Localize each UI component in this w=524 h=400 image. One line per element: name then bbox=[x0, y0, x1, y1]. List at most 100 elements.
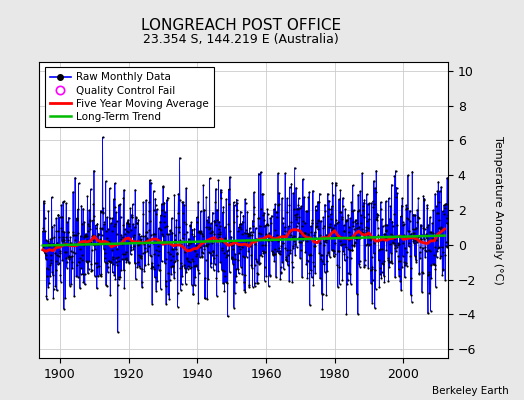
Point bbox=[110, 272, 118, 278]
Point bbox=[229, 246, 237, 252]
Point bbox=[168, 230, 177, 236]
Y-axis label: Temperature Anomaly (°C): Temperature Anomaly (°C) bbox=[493, 136, 503, 284]
Point bbox=[375, 284, 384, 290]
Point bbox=[300, 230, 309, 236]
Point bbox=[161, 224, 169, 230]
Point bbox=[45, 243, 53, 249]
Point bbox=[399, 240, 407, 246]
Point bbox=[329, 225, 337, 232]
Point bbox=[410, 229, 419, 236]
Point bbox=[279, 240, 287, 246]
Point bbox=[120, 187, 128, 193]
Point bbox=[109, 260, 117, 267]
Point bbox=[226, 239, 235, 246]
Point bbox=[350, 242, 358, 249]
Point bbox=[185, 265, 194, 271]
Point bbox=[153, 278, 161, 284]
Point bbox=[51, 267, 60, 274]
Point bbox=[238, 231, 246, 237]
Point bbox=[341, 218, 350, 224]
Point bbox=[294, 214, 303, 220]
Point bbox=[93, 260, 101, 266]
Point bbox=[347, 255, 355, 262]
Point bbox=[343, 270, 352, 276]
Point bbox=[127, 244, 135, 250]
Point bbox=[412, 236, 421, 243]
Point bbox=[203, 296, 212, 302]
Point bbox=[51, 283, 60, 289]
Point bbox=[303, 208, 311, 214]
Point bbox=[331, 250, 339, 257]
Point bbox=[384, 257, 392, 264]
Point bbox=[419, 193, 428, 199]
Point bbox=[86, 216, 94, 223]
Point bbox=[344, 229, 353, 235]
Point bbox=[94, 273, 102, 280]
Point bbox=[105, 239, 113, 245]
Point bbox=[158, 233, 167, 239]
Point bbox=[215, 218, 224, 225]
Point bbox=[260, 217, 268, 224]
Point bbox=[72, 215, 81, 221]
Point bbox=[140, 267, 148, 274]
Point bbox=[336, 238, 344, 244]
Point bbox=[302, 238, 311, 244]
Point bbox=[52, 215, 60, 222]
Point bbox=[52, 228, 61, 234]
Point bbox=[343, 217, 351, 224]
Point bbox=[361, 197, 369, 203]
Point bbox=[189, 258, 197, 264]
Point bbox=[397, 213, 405, 220]
Point bbox=[133, 264, 141, 270]
Point bbox=[313, 220, 321, 226]
Point bbox=[236, 246, 244, 252]
Point bbox=[378, 216, 386, 222]
Point bbox=[222, 196, 231, 202]
Point bbox=[384, 235, 392, 241]
Point bbox=[173, 304, 182, 310]
Point bbox=[282, 256, 290, 262]
Point bbox=[266, 272, 274, 278]
Point bbox=[391, 274, 399, 280]
Point bbox=[339, 248, 347, 254]
Point bbox=[178, 263, 186, 270]
Point bbox=[245, 282, 254, 288]
Point bbox=[166, 277, 174, 283]
Point bbox=[414, 195, 422, 201]
Point bbox=[44, 283, 52, 290]
Point bbox=[293, 223, 301, 229]
Point bbox=[251, 241, 259, 248]
Point bbox=[411, 256, 420, 263]
Point bbox=[58, 227, 67, 234]
Point bbox=[187, 240, 195, 247]
Point bbox=[315, 190, 324, 197]
Point bbox=[372, 189, 380, 195]
Point bbox=[412, 238, 421, 245]
Point bbox=[267, 219, 275, 226]
Point bbox=[116, 274, 125, 280]
Point bbox=[254, 280, 262, 286]
Point bbox=[369, 250, 378, 257]
Point bbox=[255, 230, 264, 236]
Point bbox=[60, 237, 69, 244]
Point bbox=[157, 212, 165, 218]
Point bbox=[113, 218, 121, 224]
Point bbox=[68, 249, 77, 256]
Point bbox=[212, 275, 221, 281]
Point bbox=[94, 230, 103, 237]
Point bbox=[112, 255, 121, 261]
Point bbox=[283, 195, 291, 202]
Point bbox=[175, 229, 183, 235]
Point bbox=[84, 228, 92, 234]
Point bbox=[202, 241, 210, 248]
Point bbox=[127, 212, 136, 218]
Point bbox=[400, 235, 409, 241]
Point bbox=[79, 205, 88, 212]
Point bbox=[363, 218, 371, 224]
Point bbox=[315, 198, 323, 205]
Point bbox=[96, 225, 104, 231]
Point bbox=[73, 206, 82, 213]
Point bbox=[117, 236, 125, 242]
Point bbox=[362, 242, 370, 248]
Point bbox=[130, 238, 138, 244]
